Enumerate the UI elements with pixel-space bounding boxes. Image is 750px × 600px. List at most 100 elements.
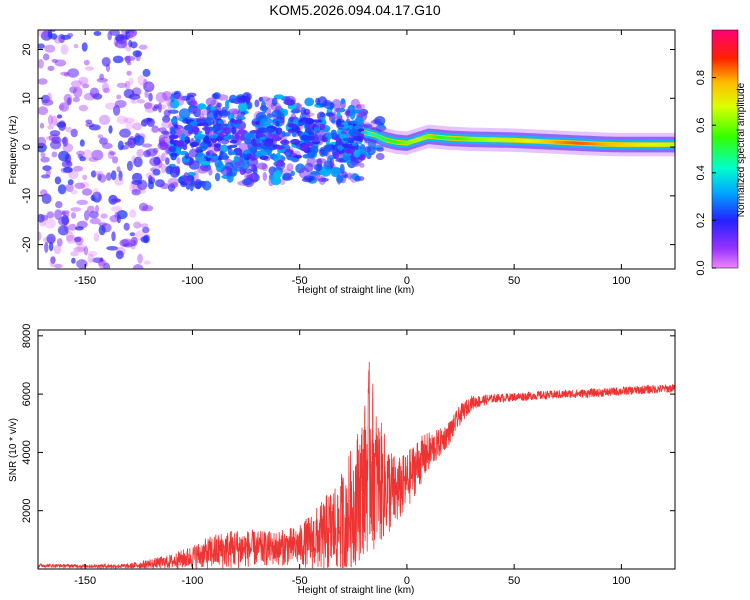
spectrogram-cell (40, 214, 49, 221)
spectrogram-cell (101, 142, 113, 149)
spectrogram-cell (87, 253, 95, 264)
spectrogram-cell (127, 61, 132, 66)
spectrogram-cell (199, 160, 211, 166)
chart-title: KOM5.2026.094.04.17.G10 (269, 2, 440, 18)
colorbar-label: Normalized spectral amplitude (736, 82, 747, 217)
spectrogram-cell (219, 110, 231, 117)
spectrogram-cell (353, 109, 362, 114)
spectrogram-cell (184, 124, 193, 131)
spectrogram-cell (98, 174, 107, 183)
spectrogram-cell (285, 151, 290, 157)
spectrogram-cell (38, 30, 43, 37)
spectrogram-cell (81, 42, 88, 52)
spectrogram-cell (41, 99, 54, 106)
spectrogram-cell (374, 116, 386, 126)
spectrogram-cell (250, 138, 257, 147)
spectrogram-cell (75, 226, 84, 231)
spectrogram-cell (90, 194, 96, 201)
spectrogram-cell (88, 124, 101, 131)
spectrogram-cell (173, 93, 184, 101)
spectrogram-cell (222, 127, 232, 135)
spectrogram-cell (114, 176, 124, 186)
spectrogram-cell (180, 133, 186, 142)
spectrogram-cell (208, 126, 214, 132)
spectrogram-cell (269, 154, 277, 158)
spectrogram-cell (73, 44, 79, 49)
spectrogram-cell (314, 126, 320, 132)
spectrogram-cell (176, 157, 181, 165)
spectrogram-cell (61, 160, 73, 168)
x-tick-label: -100 (181, 575, 203, 587)
spectrogram-cell (78, 76, 89, 85)
spectrogram-cell (65, 183, 74, 193)
spectrogram-cell (137, 189, 146, 194)
spectrogram-cell (58, 102, 70, 112)
spectrogram-cell (101, 57, 111, 67)
spectrogram-cell (133, 135, 145, 146)
spectrogram-cell (281, 131, 286, 137)
spectrogram-cell (89, 217, 101, 225)
spectrogram-cell (87, 250, 98, 257)
spectrogram-cell (115, 250, 124, 260)
spectrogram-cell (66, 97, 72, 106)
spectrogram-cell (53, 263, 63, 269)
spectrogram-cell (340, 98, 345, 105)
spectrogram-cell (304, 97, 315, 107)
spectrogram-cell (99, 114, 111, 125)
spectrogram-cell (47, 65, 55, 72)
spectrogram-cell (53, 118, 60, 124)
spectrogram-cell (56, 238, 63, 247)
colorbar-tick-label: 0.0 (695, 260, 707, 275)
spectrogram-cell (98, 258, 105, 269)
spectrogram-cell (58, 120, 67, 131)
spectrogram-cell (228, 151, 237, 155)
spectrogram-cell (197, 123, 205, 127)
spectrogram-cell (217, 94, 229, 101)
y-tick-label: 10 (21, 92, 33, 104)
y-tick-label: 20 (21, 43, 33, 55)
spectrogram-cell (132, 50, 142, 58)
spectrogram-cell (160, 183, 170, 190)
spectrogram-cell (273, 170, 282, 179)
spectrogram-cell (353, 149, 361, 158)
spectrogram-cell (354, 175, 361, 182)
spectrogram-cell (213, 146, 222, 152)
spectrogram-cell (144, 102, 153, 110)
spectrogram-cell (202, 180, 212, 191)
spectrogram-cell (249, 146, 256, 154)
spectrogram-cell (50, 140, 62, 150)
spectrogram-cell (126, 70, 132, 76)
spectrogram-cell (205, 151, 211, 156)
spectrogram-cell (162, 91, 172, 101)
spectrogram-cell (128, 39, 133, 48)
spectrogram-cell (110, 198, 121, 203)
spectrogram-cell (49, 256, 55, 268)
spectrogram-cell (98, 225, 106, 236)
spectrogram-cell (111, 231, 116, 242)
spectrogram-cell (178, 108, 191, 119)
spectrogram-cell (73, 86, 83, 98)
spectrogram-cell (54, 176, 62, 185)
spectrogram-cell (82, 174, 88, 180)
spectrogram-cell (180, 181, 187, 188)
spectrogram-cell (44, 44, 56, 53)
spectrogram-cell (143, 81, 155, 92)
x-tick-label: -100 (181, 275, 203, 287)
spectrogram-cell (97, 134, 104, 139)
spectrogram-cell (341, 143, 349, 148)
spectrogram-cell (291, 131, 297, 137)
spectrogram-cell (336, 175, 344, 184)
spectrogram-cell (38, 106, 49, 116)
spectrogram-cell (170, 166, 180, 174)
spectrogram-cell (286, 173, 292, 179)
spectrogram-cell (70, 128, 78, 138)
spectrogram-x-label: Height of straight line (km) (298, 285, 415, 296)
spectrogram-cell (184, 139, 191, 144)
spectrogram-cell (79, 156, 86, 162)
spectrogram-cell (136, 149, 144, 158)
snr-x-label: Height of straight line (km) (298, 585, 415, 596)
spectrogram-cell (74, 236, 82, 243)
spectrogram-cell (298, 122, 307, 126)
spectrogram-cell (106, 246, 119, 251)
spectrogram-cell (76, 199, 88, 205)
